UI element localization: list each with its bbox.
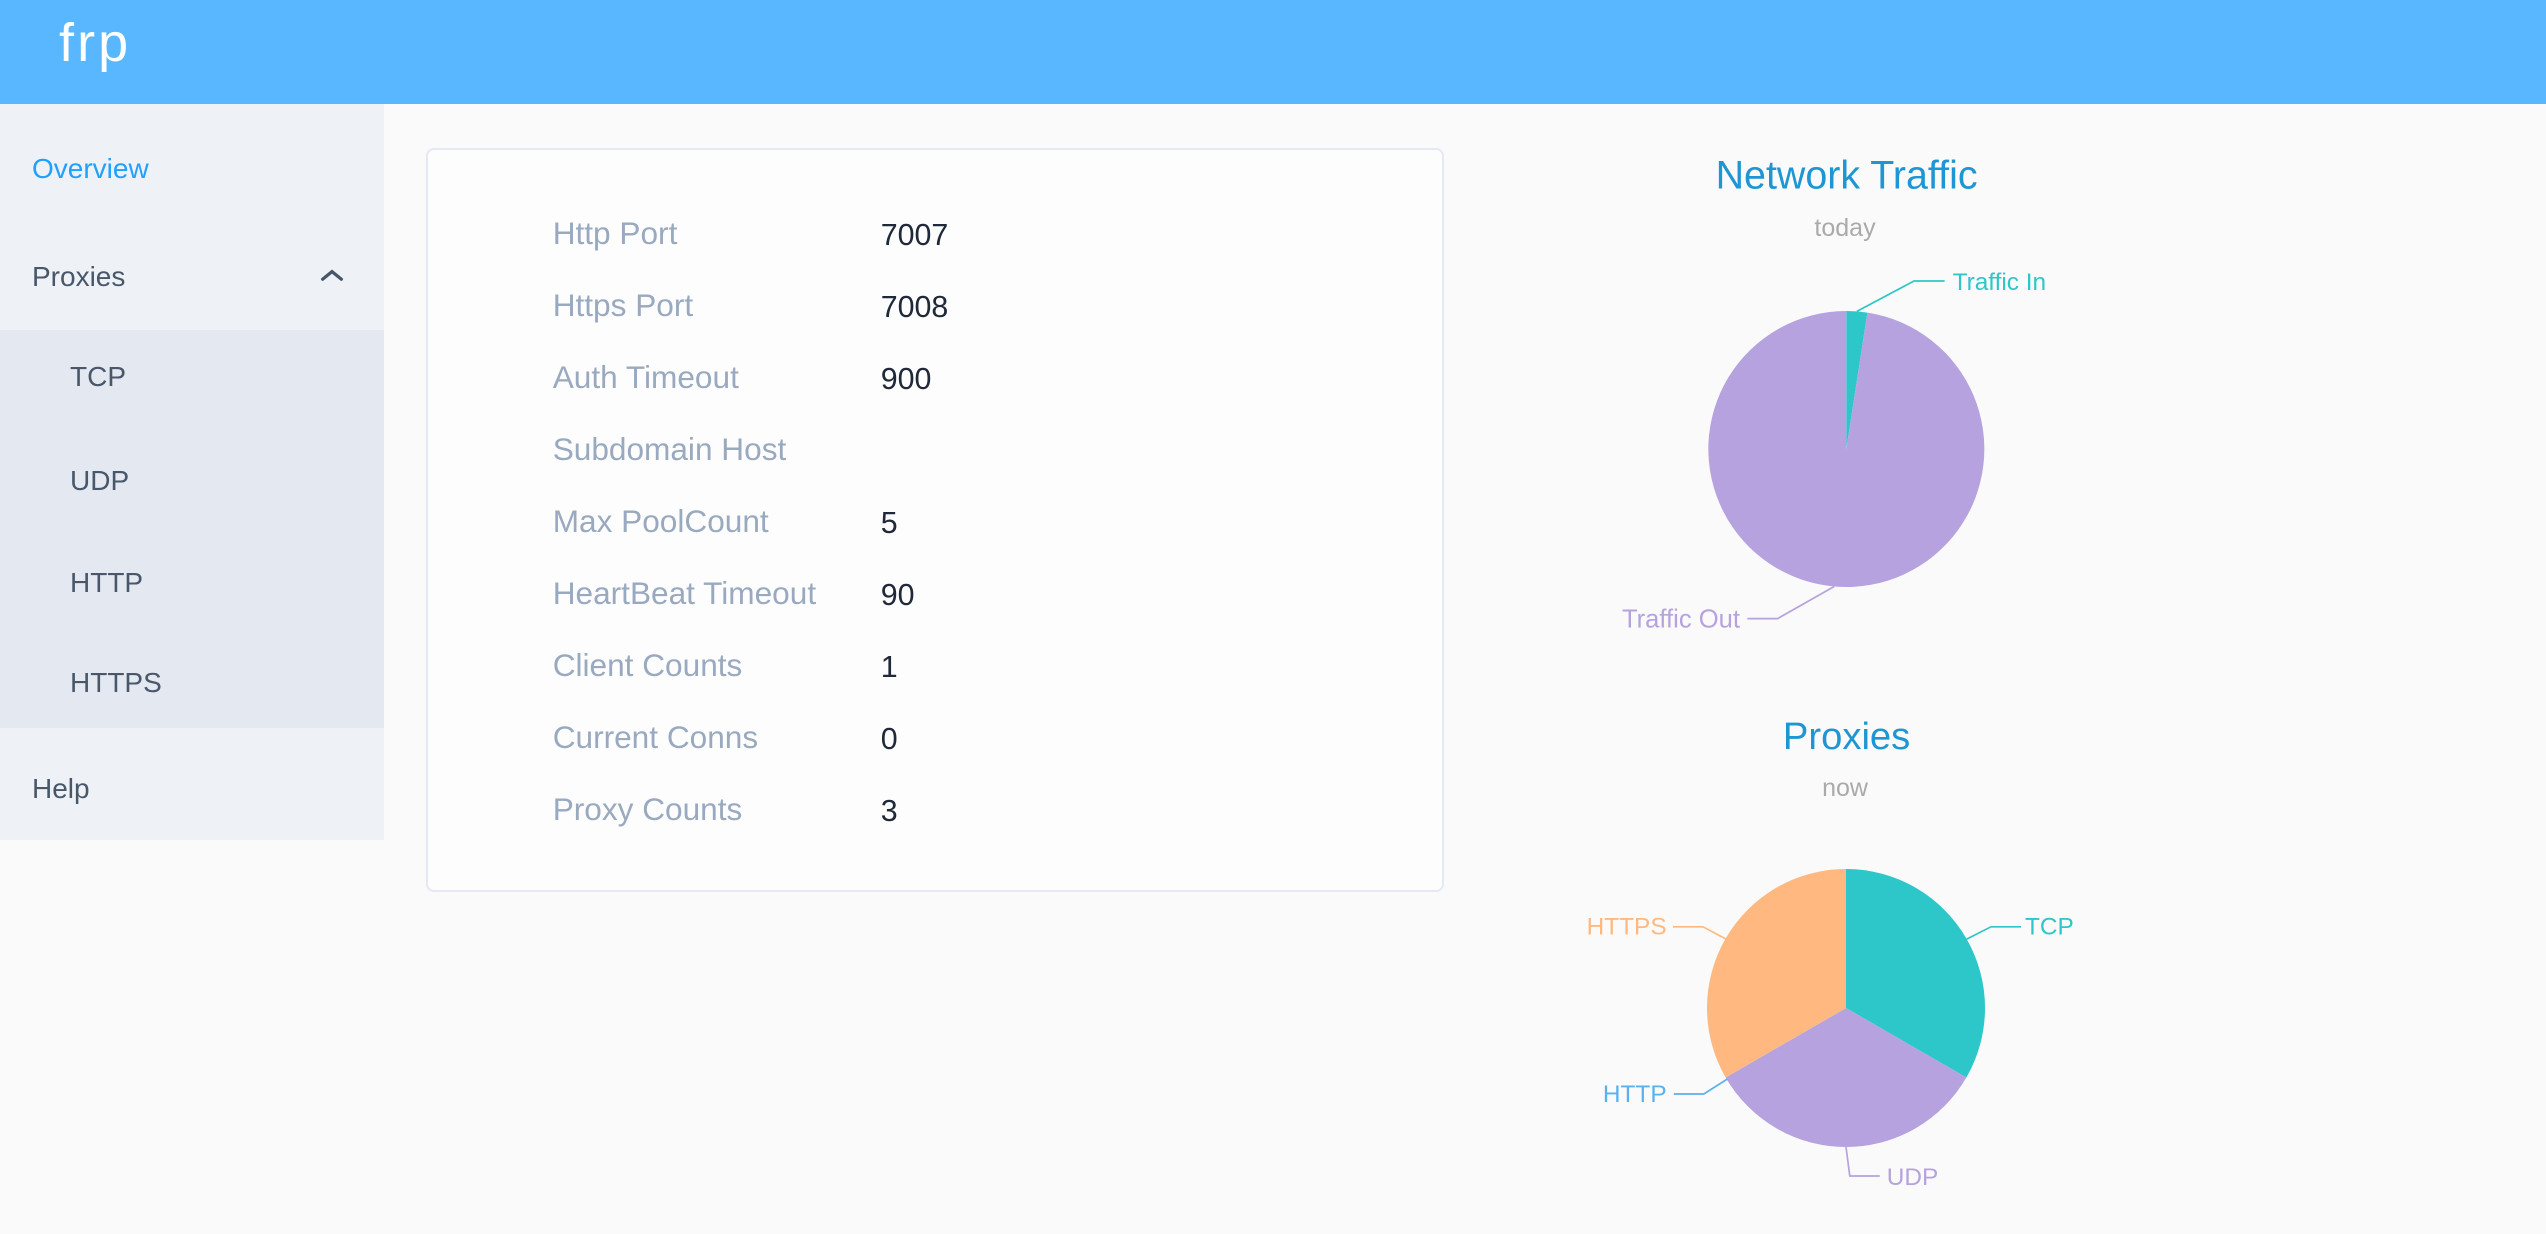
- svg-text:TCP: TCP: [2025, 914, 2074, 941]
- svg-text:today: today: [1814, 214, 1876, 242]
- svg-text:Traffic In: Traffic In: [1953, 269, 2047, 296]
- svg-text:Traffic Out: Traffic Out: [1622, 605, 1740, 633]
- svg-text:Proxies: Proxies: [1783, 715, 1910, 758]
- svg-text:Network Traffic: Network Traffic: [1716, 154, 1978, 198]
- svg-text:UDP: UDP: [1887, 1164, 1939, 1191]
- svg-text:now: now: [1822, 774, 1869, 802]
- svg-text:HTTPS: HTTPS: [1587, 914, 1667, 941]
- svg-text:HTTP: HTTP: [1603, 1081, 1667, 1108]
